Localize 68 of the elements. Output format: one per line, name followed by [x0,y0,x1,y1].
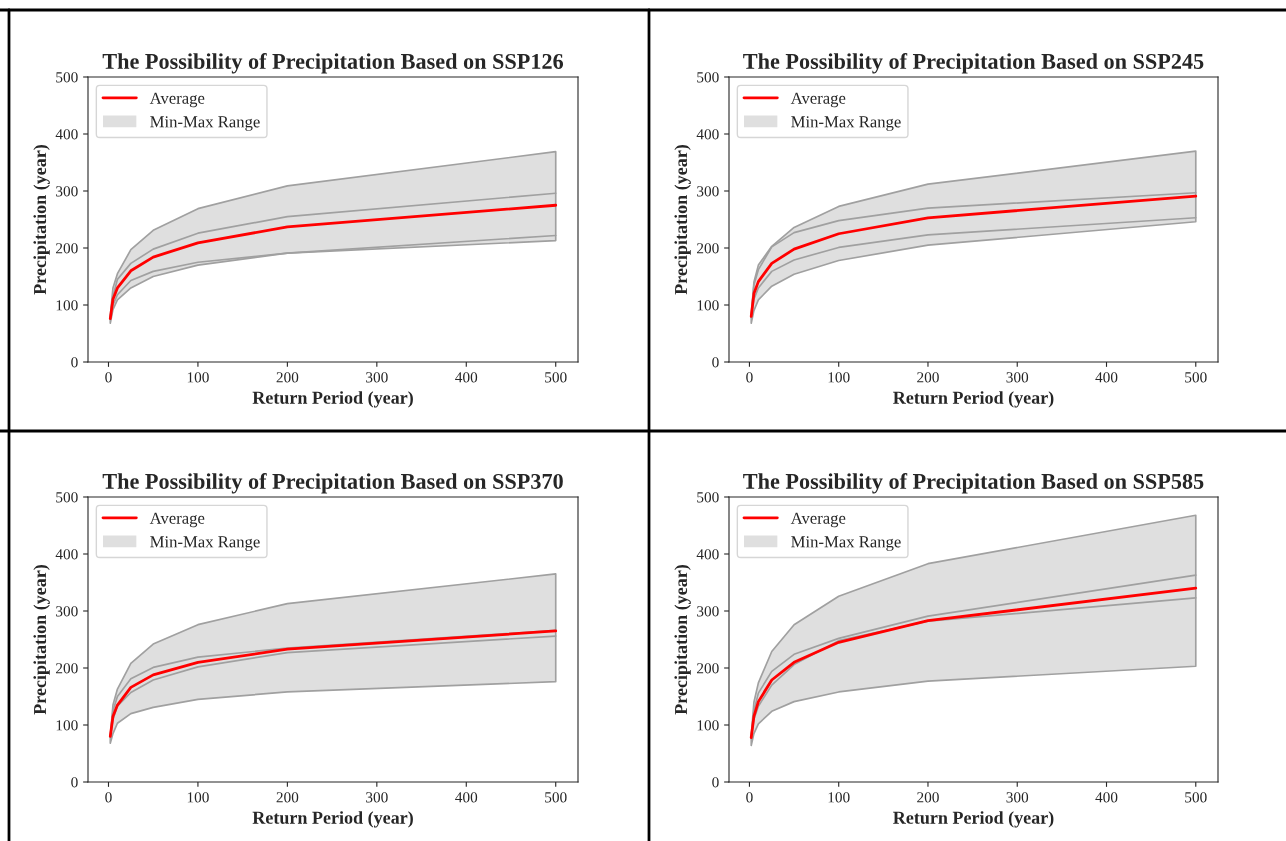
y-axis-title: Precipitation (year) [674,565,691,715]
x-tick-label: 300 [366,372,388,383]
y-tick-label: 500 [56,492,78,503]
legend-label: Average [149,512,205,528]
chart-title: The Possibility of Precipitation Based on SSP245 [743,53,1204,74]
chart-title: The Possibility of Precipitation Based on SSP370 [102,473,563,494]
x-tick-label: 100 [828,792,850,803]
y-tick-label: 300 [56,186,78,197]
x-axis-title: Return Period (year) [893,391,1054,408]
y-tick-label: 0 [71,777,78,788]
legend-label: Min-Max Range [791,116,901,131]
y-axis-title: Precipitation (year) [674,145,691,295]
x-tick-label: 500 [545,792,567,803]
x-tick-label: 0 [746,792,753,803]
y-tick-label: 200 [697,663,719,674]
y-tick-label: 400 [696,129,719,140]
x-tick-label: 400 [455,792,478,803]
x-tick-label: 300 [366,792,388,803]
x-tick-label: 500 [545,372,567,383]
y-tick-label: 0 [712,777,719,788]
y-tick-label: 100 [56,720,78,731]
y-tick-label: 200 [56,663,78,674]
y-tick-label: 400 [55,129,78,140]
x-tick-label: 0 [105,372,112,383]
x-tick-label: 400 [1095,792,1118,803]
y-tick-label: 500 [697,492,719,503]
y-tick-label: 100 [56,300,78,311]
legend-label: Average [790,512,846,528]
y-tick-label: 100 [697,300,719,311]
chart-title: The Possibility of Precipitation Based on SSP585 [743,473,1204,494]
x-tick-label: 300 [1006,792,1029,803]
x-axis-title: Return Period (year) [252,391,413,408]
y-tick-label: 100 [697,720,719,731]
x-tick-label: 0 [105,792,112,803]
y-tick-label: 400 [696,549,719,560]
y-tick-label: 500 [697,72,719,83]
x-tick-label: 500 [1185,372,1207,383]
y-tick-label: 200 [697,243,719,254]
x-tick-label: 500 [1185,792,1207,803]
x-axis-title: Return Period (year) [252,811,413,828]
x-tick-label: 400 [455,372,478,383]
x-tick-label: 400 [1095,372,1118,383]
y-tick-label: 0 [712,357,719,368]
y-tick-label: 300 [697,186,719,197]
legend-label: Min-Max Range [791,536,901,551]
y-tick-label: 400 [55,549,78,560]
y-axis-title: Precipitation (year) [33,145,50,295]
x-tick-label: 200 [276,372,299,383]
y-axis-title: Precipitation (year) [33,565,50,715]
legend-label: Average [790,92,846,108]
x-tick-label: 200 [917,792,939,803]
legend-label: Min-Max Range [150,116,260,131]
x-tick-label: 300 [1006,372,1029,383]
x-tick-label: 0 [746,372,753,383]
legend-label: Min-Max Range [150,536,260,551]
x-axis-title: Return Period (year) [893,811,1054,828]
x-tick-label: 100 [187,792,209,803]
x-tick-label: 200 [917,372,939,383]
x-tick-label: 100 [828,372,850,383]
x-tick-label: 200 [276,792,299,803]
y-tick-label: 0 [71,357,78,368]
y-tick-label: 300 [56,606,78,617]
y-tick-label: 500 [56,72,78,83]
chart-title: The Possibility of Precipitation Based on SSP126 [102,53,564,74]
y-tick-label: 300 [697,606,719,617]
y-tick-label: 200 [56,243,78,254]
legend-label: Average [149,92,205,108]
x-tick-label: 100 [187,372,209,383]
